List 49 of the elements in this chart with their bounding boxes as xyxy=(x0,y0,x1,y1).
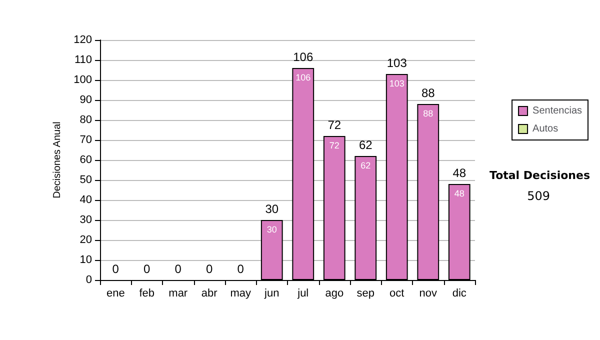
data-label: 30 xyxy=(266,224,277,234)
legend-label: Autos xyxy=(532,124,558,134)
legend-label: Sentencias xyxy=(532,106,582,116)
y-tick-label: 120 xyxy=(74,34,92,46)
total-label: 88 xyxy=(421,86,436,100)
total-label: 72 xyxy=(328,118,342,132)
data-label: 106 xyxy=(296,72,311,82)
x-tick-label: oct xyxy=(390,288,404,300)
total-label: 0 xyxy=(237,262,244,276)
total-label: 103 xyxy=(386,56,408,70)
y-tick-label: 0 xyxy=(86,274,92,286)
y-tick-label: 50 xyxy=(80,174,92,186)
y-tick-label: 70 xyxy=(80,134,92,146)
y-tick-label: 110 xyxy=(74,54,92,66)
y-tick-label: 40 xyxy=(80,194,92,206)
x-tick-label: feb xyxy=(139,288,155,300)
total-label: 106 xyxy=(293,50,314,64)
y-tick-label: 20 xyxy=(80,234,92,246)
total-label: 48 xyxy=(452,166,466,180)
text: 509 xyxy=(527,189,550,203)
x-tick-label: mar xyxy=(168,288,188,300)
data-label: 88 xyxy=(423,108,434,118)
total-label: 0 xyxy=(112,262,120,276)
x-tick-label: sep xyxy=(356,288,374,300)
data-label: 103 xyxy=(389,78,404,88)
data-label: 62 xyxy=(360,160,371,170)
data-label: 48 xyxy=(454,188,464,198)
total-label: 0 xyxy=(174,262,182,276)
total-label: 30 xyxy=(265,202,279,216)
x-tick-label: may xyxy=(230,288,252,300)
y-tick-label: 80 xyxy=(80,114,92,126)
x-tick-label: jun xyxy=(264,288,280,300)
x-tick-label: ago xyxy=(325,288,344,300)
y-tick-label: 60 xyxy=(80,154,92,166)
x-tick-label: dic xyxy=(452,288,467,300)
y-tick-label: 30 xyxy=(80,214,92,226)
x-tick-label: ene xyxy=(106,288,125,300)
x-tick-label: jul xyxy=(296,288,309,300)
y-tick-label: 10 xyxy=(80,254,92,266)
x-tick-label: abr xyxy=(201,288,218,300)
total-label: 0 xyxy=(144,262,151,276)
data-label: 72 xyxy=(329,140,340,150)
y-axis-title: Decisiones Anual xyxy=(52,122,64,198)
x-tick-label: nov xyxy=(419,288,438,300)
y-tick-label: 90 xyxy=(80,94,92,106)
total-label: 62 xyxy=(358,138,373,152)
text: Total Decisiones xyxy=(490,169,590,182)
y-tick-label: 100 xyxy=(74,74,92,86)
total-label: 0 xyxy=(206,262,214,276)
